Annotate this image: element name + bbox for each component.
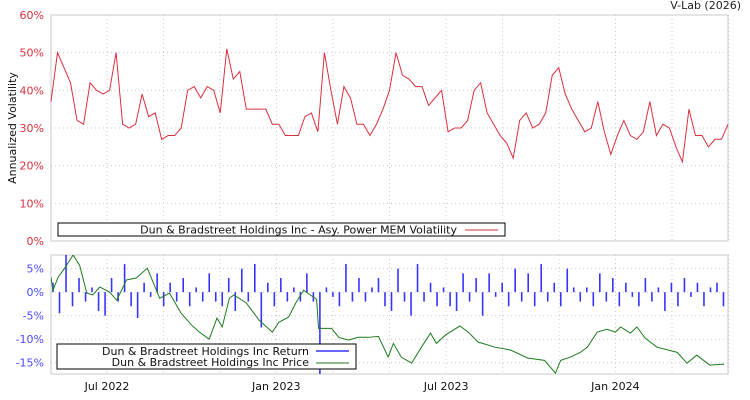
x-tick-label: Jan 2023 bbox=[251, 380, 300, 393]
y-tick-label: -10% bbox=[16, 333, 44, 346]
legend-label-return: Dun & Bradstreet Holdings Inc Return bbox=[102, 345, 309, 358]
y-tick-label: -5% bbox=[23, 310, 44, 323]
y-tick-label: 10% bbox=[20, 197, 44, 210]
y-tick-label: 40% bbox=[20, 84, 44, 97]
y-axis-label: Annualized Volatility bbox=[6, 72, 19, 184]
y-tick-label: 50% bbox=[20, 47, 44, 60]
x-tick-label: Jan 2024 bbox=[590, 380, 639, 393]
vlab-credit: V-Lab (2026) bbox=[670, 0, 741, 12]
x-tick-label: Jul 2022 bbox=[84, 380, 130, 393]
y-tick-label: 20% bbox=[20, 160, 44, 173]
y-tick-label: 60% bbox=[20, 9, 44, 22]
legend-label-price: Dun & Bradstreet Holdings Inc Price bbox=[112, 356, 310, 369]
y-tick-label: 30% bbox=[20, 122, 44, 135]
y-tick-label: 0% bbox=[27, 286, 44, 299]
volatility-line bbox=[50, 48, 729, 164]
returns-panel: -15% -10% -5% 0% 5% Jul 2022 Jan 2023 Jul 2023 J… bbox=[16, 254, 730, 393]
x-tick-label: Jul 2023 bbox=[423, 380, 469, 393]
y-tick-label: 0% bbox=[27, 235, 44, 248]
legend-box bbox=[56, 343, 357, 370]
legend-label-volatility: Dun & Bradstreet Holdings Inc - Asy. Pow… bbox=[140, 224, 457, 237]
y-tick-label: 5% bbox=[27, 263, 44, 276]
y-tick-label: -15% bbox=[16, 357, 44, 370]
legend-box bbox=[57, 222, 506, 237]
price-line bbox=[51, 255, 725, 374]
volatility-panel: 0% 10% 20% 30% 40% 50% 60% Annualized Volatilit… bbox=[6, 9, 730, 248]
